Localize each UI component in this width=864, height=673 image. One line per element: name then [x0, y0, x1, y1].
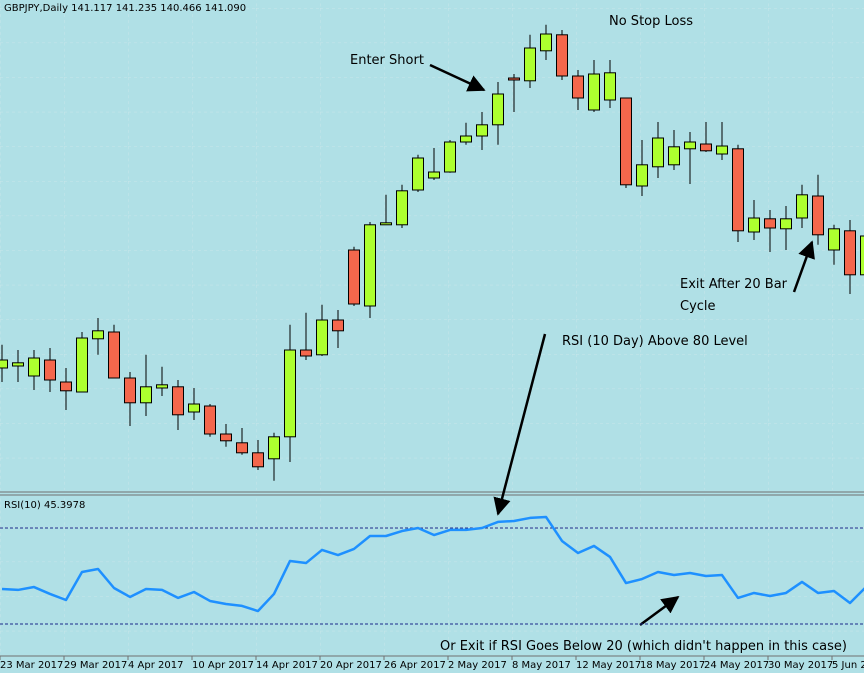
x-tick-label: 10 Apr 2017 — [192, 660, 254, 671]
x-tick-label: 8 May 2017 — [512, 660, 571, 671]
indicator-title: RSI(10) 45.3978 — [4, 500, 85, 511]
candle-body — [844, 230, 856, 276]
candle-body — [204, 405, 216, 435]
candle-body — [604, 72, 616, 101]
rsi-line — [1, 515, 864, 613]
candle-body — [828, 228, 840, 251]
candle-body — [140, 386, 152, 404]
candle-body — [620, 97, 632, 186]
annotation: No Stop Loss — [609, 14, 694, 29]
candle-body — [380, 222, 392, 226]
grid — [0, 497, 864, 655]
candle-body — [396, 190, 408, 226]
x-tick-label: 26 Apr 2017 — [384, 660, 446, 671]
candle-body — [156, 384, 168, 389]
candle-body — [44, 359, 56, 381]
candle-body — [652, 137, 664, 168]
candle-body — [860, 235, 864, 276]
candle-body — [780, 218, 792, 230]
x-tick-label: 24 May 2017 — [704, 660, 769, 671]
candle-body — [412, 157, 424, 191]
arrow — [429, 63, 486, 92]
candle-body — [236, 442, 248, 454]
annotation: RSI (10 Day) Above 80 Level — [562, 334, 748, 349]
candle-body — [588, 73, 600, 111]
x-tick-label: 23 Mar 2017 — [0, 660, 63, 671]
candle-body — [764, 218, 776, 229]
candle-body — [268, 436, 280, 460]
x-tick-label: 30 May 2017 — [768, 660, 833, 671]
candle-body — [348, 249, 360, 305]
candle-body — [716, 145, 728, 155]
candle-body — [428, 171, 440, 179]
grid — [0, 0, 864, 490]
candle-body — [124, 377, 136, 404]
candle-body — [28, 357, 40, 377]
candle-body — [76, 337, 88, 393]
x-tick-label: 20 Apr 2017 — [320, 660, 382, 671]
candle-body — [556, 34, 568, 77]
candle-body — [492, 93, 504, 126]
candle-body — [508, 77, 520, 81]
candle-body — [284, 349, 296, 438]
candle-body — [0, 359, 8, 369]
arrow — [493, 333, 547, 516]
x-tick-label: 2 May 2017 — [448, 660, 507, 671]
chart-title: GBPJPY,Daily 141.117 141.235 140.466 141… — [4, 3, 246, 14]
candle-body — [12, 362, 24, 367]
candle-body — [748, 217, 760, 233]
x-tick-label: 4 Apr 2017 — [128, 660, 183, 671]
arrow — [792, 240, 815, 293]
candle-body — [684, 141, 696, 150]
candle-body — [92, 330, 104, 340]
x-tick-label: 18 May 2017 — [640, 660, 705, 671]
arrow — [639, 595, 680, 627]
candle-body — [220, 433, 232, 442]
candle-body — [364, 224, 376, 307]
candle-body — [300, 349, 312, 357]
candle-body — [332, 319, 344, 332]
candle-body — [460, 135, 472, 143]
annotation: Enter Short — [350, 53, 424, 68]
candle-body — [476, 124, 488, 137]
candle-body — [108, 331, 120, 379]
candle-body — [172, 386, 184, 416]
candle-body — [796, 194, 808, 219]
x-tick-label: 5 Jun 2017 — [832, 660, 864, 671]
candle-body — [572, 75, 584, 99]
x-tick-label: 14 Apr 2017 — [256, 660, 318, 671]
annotation: Exit After 20 Bar Cycle — [680, 277, 788, 314]
candle-body — [540, 33, 552, 52]
candle-body — [732, 148, 744, 232]
x-tick-label: 12 May 2017 — [576, 660, 641, 671]
candle-body — [188, 403, 200, 413]
candle-body — [700, 143, 712, 152]
annotation: Or Exit if RSI Goes Below 20 (which didn… — [440, 639, 847, 654]
candle-body — [524, 47, 536, 82]
candle-body — [444, 141, 456, 173]
candle-body — [252, 452, 264, 468]
candle-body — [60, 381, 72, 392]
candle-body — [316, 319, 328, 356]
candle-body — [668, 146, 680, 166]
x-tick-label: 29 Mar 2017 — [64, 660, 127, 671]
candle-body — [812, 195, 824, 236]
candle-body — [636, 164, 648, 187]
